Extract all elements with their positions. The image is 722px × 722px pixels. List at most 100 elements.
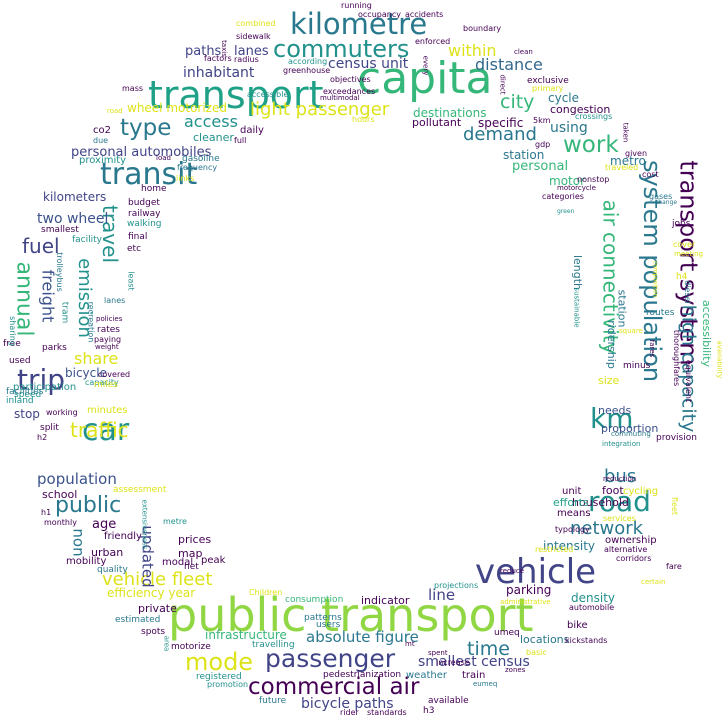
- word-least: least: [126, 270, 136, 291]
- word-smallest-census: smallest census: [418, 654, 530, 670]
- word-train: train: [462, 670, 486, 681]
- word-city: city: [500, 91, 535, 113]
- word-h1: h1: [41, 508, 52, 517]
- word-h4: h4: [676, 272, 688, 282]
- word-exceedances: exceedances: [323, 87, 376, 96]
- word-jobs: jobs: [672, 219, 691, 229]
- word-eumeq: eumeq: [473, 680, 498, 688]
- word-net: net: [184, 562, 199, 572]
- word-covered: covered: [98, 370, 131, 379]
- word-working: working: [46, 408, 78, 417]
- word-miles: miles: [94, 380, 118, 390]
- word-road-small: road: [107, 107, 123, 115]
- word-greenhouse: greenhouse: [283, 66, 331, 75]
- word-weight: weight: [95, 343, 119, 351]
- word-kickstands: kickstands: [565, 636, 608, 645]
- word-destinations: destinations: [413, 106, 487, 120]
- word-within: within: [448, 41, 497, 60]
- word-station-v: station: [614, 289, 628, 328]
- word-car: car: [82, 413, 130, 448]
- word-work: work: [563, 132, 619, 158]
- word-alternative: alternative: [604, 545, 648, 554]
- word-congestion: congestion: [550, 103, 611, 116]
- word-every: every: [421, 56, 429, 76]
- word-indicator: indicator: [361, 594, 410, 607]
- word-pedestrianization: pedestrianization: [323, 670, 402, 680]
- word-spots: spots: [141, 627, 166, 637]
- word-lanes-top: lanes: [234, 44, 269, 59]
- word-unit: unit: [562, 486, 582, 497]
- word-mt: mt: [405, 640, 415, 648]
- word-fare: fare: [666, 562, 682, 571]
- word-accessible: accessible: [247, 90, 289, 99]
- word-modal: modal: [162, 557, 194, 568]
- word-future: future: [259, 696, 287, 706]
- word-administrative: administrative: [500, 598, 551, 606]
- word-passenger-bottom: passenger: [265, 644, 395, 673]
- word-mobility: mobility: [66, 556, 107, 567]
- word-integration: integration: [602, 440, 641, 448]
- word-promotion: promotion: [207, 680, 249, 689]
- word-weather: weather: [406, 670, 447, 681]
- word-combined: combined: [236, 19, 276, 28]
- word-peak: peak: [201, 555, 226, 566]
- word-paths: paths: [185, 44, 222, 59]
- word-automobile: automobile: [569, 603, 615, 612]
- word-km: km: [590, 402, 634, 435]
- word-railway: railway: [128, 209, 161, 219]
- word-vehicle-fleet: vehicle fleet: [102, 569, 213, 590]
- word-motorize: motorize: [171, 642, 211, 652]
- word-cleaner: cleaner: [193, 131, 234, 144]
- word-basic: basic: [526, 648, 547, 657]
- word-infrastructure: infrastructure: [205, 628, 287, 642]
- word-fares: fares: [648, 340, 656, 358]
- word-sharing: sharing: [8, 316, 17, 346]
- word-wheel-motorized: wheel motorized: [127, 101, 227, 115]
- word-efforts: efforts: [553, 496, 589, 509]
- word-zones: zones: [505, 666, 526, 674]
- word-absolute-figure: absolute figure: [306, 628, 419, 646]
- word-share: share: [74, 349, 119, 368]
- word-provision: provision: [656, 433, 697, 443]
- word-h3: h3: [423, 706, 435, 716]
- word-two-wheel: two wheel: [37, 211, 109, 227]
- word-cycling: cycling: [623, 486, 659, 497]
- word-full: full: [234, 136, 247, 145]
- word-fuel: fuel: [22, 234, 60, 258]
- word-co2: co2: [93, 125, 111, 136]
- word-assessment: assessment: [113, 485, 167, 495]
- word-budget: budget: [128, 198, 160, 208]
- word-participation: participation: [13, 382, 77, 393]
- word-mass: mass: [122, 84, 144, 93]
- word-parks: parks: [42, 343, 67, 353]
- word-needs: needs: [598, 404, 632, 417]
- word-density: density: [571, 591, 615, 605]
- word-inhabitant: inhabitant: [183, 65, 255, 81]
- word-traffic: traffic: [70, 418, 129, 442]
- word-taken: taken: [621, 123, 629, 143]
- word-traveled: traveled: [605, 163, 639, 172]
- word-consumption: consumption: [285, 595, 344, 605]
- word-restricted: restricted: [535, 545, 574, 554]
- word-gdp: gdp: [535, 140, 551, 149]
- word-projections: projections: [434, 581, 479, 590]
- word-due: due: [93, 136, 109, 145]
- word-transport: transport: [148, 73, 324, 117]
- word-bike: bike: [567, 620, 588, 631]
- word-fleet-small: fleet: [670, 497, 679, 516]
- word-population: population: [37, 470, 117, 488]
- word-type: type: [120, 115, 172, 141]
- word-enforced: enforced: [415, 37, 451, 46]
- word-road: road: [588, 485, 651, 518]
- word-occupancy: occupancy: [358, 10, 401, 19]
- word-public-left: public: [55, 493, 122, 518]
- word-standards: standards: [367, 708, 407, 717]
- word-estimated: estimated: [115, 615, 161, 625]
- word-equivalent: equivalent: [684, 360, 693, 403]
- word-transit: transit: [100, 157, 198, 192]
- word-home: home: [141, 184, 167, 194]
- word-access: access: [184, 112, 238, 131]
- word-gases: gases: [649, 192, 673, 201]
- word-change: change: [655, 199, 678, 206]
- word-proportion: proportion: [601, 422, 659, 435]
